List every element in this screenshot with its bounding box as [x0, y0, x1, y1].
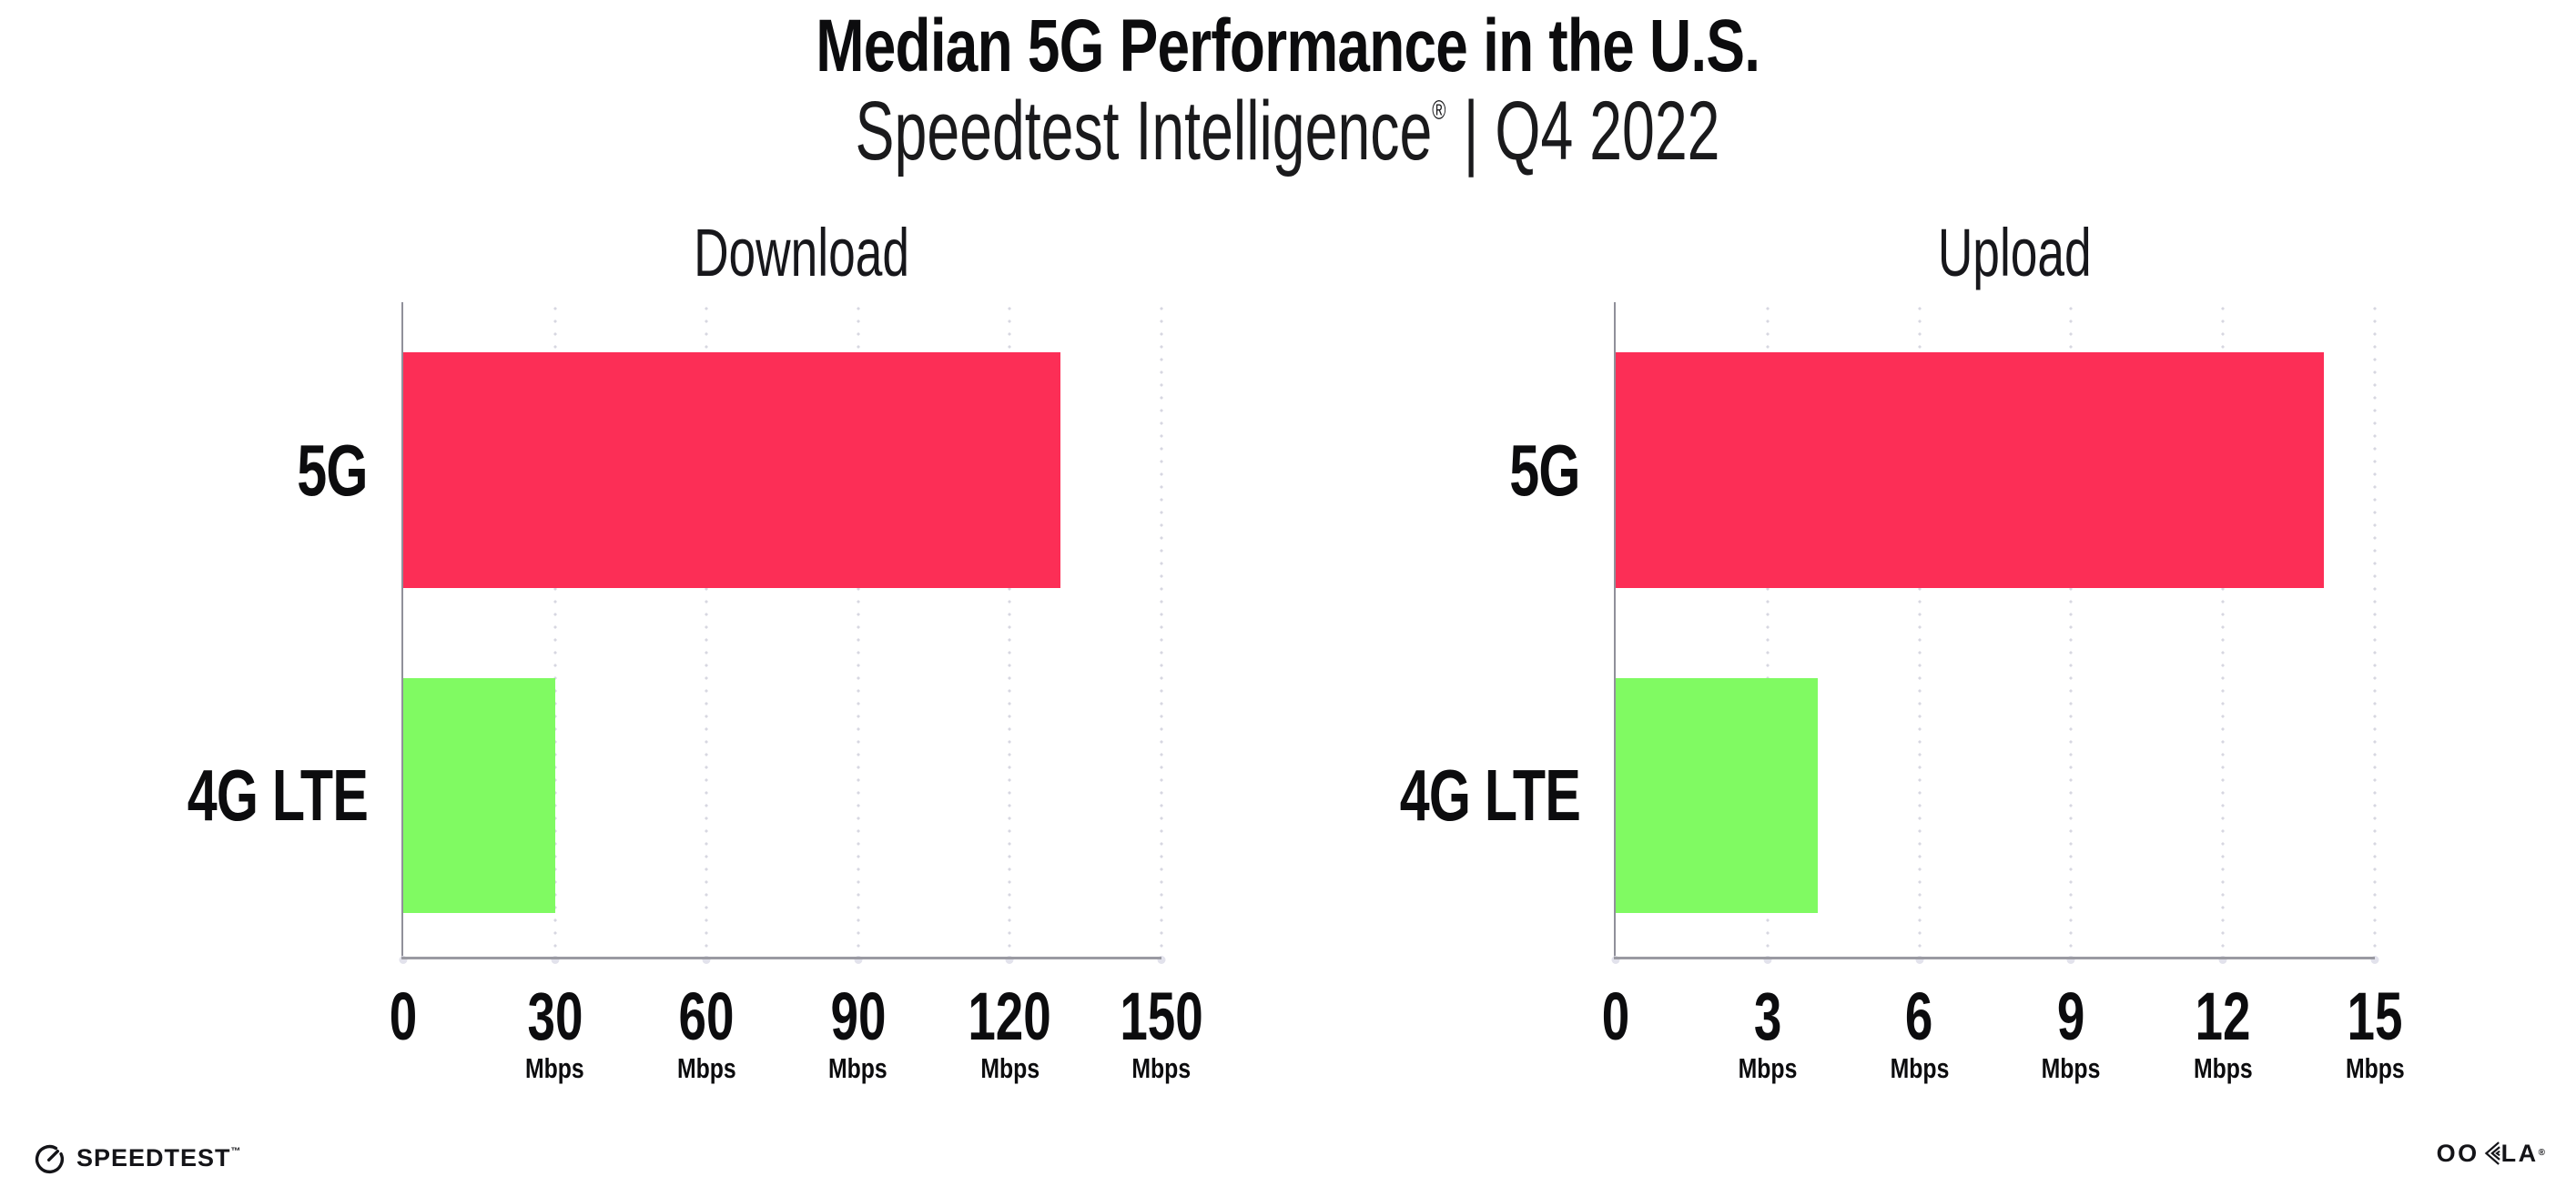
- axis-tick-dot: [1005, 956, 1014, 964]
- download-4g-lte-bar: [403, 678, 555, 913]
- upload-x-axis-ticks: 0 3 Mbps 6 Mbps 9 Mbps 12 Mbps 15 Mbps: [1602, 979, 2405, 1101]
- tick-unit: Mbps: [1890, 1052, 1949, 1084]
- tick-value: 120: [968, 979, 1052, 1054]
- gridline: [857, 302, 860, 957]
- x-tick: 12 Mbps: [2186, 979, 2260, 1084]
- tick-unit: Mbps: [676, 1052, 736, 1084]
- page-title: Median 5G Performance in the U.S.: [0, 9, 2576, 84]
- upload-chart-title-text: Upload: [1937, 215, 2092, 290]
- x-tick: 9 Mbps: [2034, 979, 2108, 1084]
- page-subtitle: Speedtest Intelligence® | Q4 2022: [0, 89, 2576, 173]
- ookla-wordmark-right: LA: [2500, 1139, 2539, 1167]
- x-tick: 3 Mbps: [1730, 979, 1804, 1084]
- tick-value: 90: [830, 979, 887, 1054]
- speedtest-gauge-icon: [35, 1144, 65, 1174]
- tick-value: 60: [678, 979, 735, 1054]
- tick-unit: Mbps: [980, 1052, 1040, 1084]
- download-4g-lte-label: 4G LTE: [187, 755, 369, 836]
- tick-value: 9: [2057, 979, 2085, 1054]
- registered-mark: ®: [1432, 95, 1446, 126]
- tick-unit: Mbps: [1738, 1052, 1798, 1084]
- download-x-axis-line: [401, 957, 1161, 959]
- download-x-axis-ticks: 0 30 Mbps 60 Mbps 90 Mbps 120 Mbps 150 M…: [390, 979, 1203, 1101]
- tick-value: 30: [527, 979, 583, 1054]
- download-plot-area: [399, 302, 1166, 964]
- x-tick: 120 Mbps: [954, 979, 1066, 1084]
- upload-plot-area: [1611, 302, 2379, 964]
- axis-tick-dot: [1611, 956, 1620, 964]
- upload-chart-title: Upload: [1634, 219, 2395, 287]
- x-tick: 0: [384, 983, 421, 1082]
- gridline: [1160, 302, 1163, 957]
- gridline: [1008, 302, 1011, 957]
- upload-5g-label: 5G: [1509, 429, 1581, 511]
- x-tick: 60 Mbps: [669, 979, 744, 1084]
- ookla-k-icon: [2484, 1141, 2500, 1165]
- page-subtitle-text: Speedtest Intelligence® | Q4 2022: [856, 89, 1720, 173]
- axis-tick-dot: [2218, 956, 2227, 964]
- axis-tick-dot: [2370, 956, 2379, 964]
- tick-unit: Mbps: [525, 1052, 584, 1084]
- ookla-wordmark-left: OO: [2436, 1139, 2480, 1167]
- gridline: [2373, 302, 2377, 957]
- x-tick: 15 Mbps: [2338, 979, 2412, 1084]
- gridline: [1766, 302, 1770, 957]
- axis-tick-dot: [1763, 956, 1772, 964]
- tick-value: 0: [389, 979, 418, 1054]
- subtitle-brand: Speedtest Intelligence: [856, 85, 1433, 178]
- upload-4g-lte-bar: [1616, 678, 1819, 913]
- axis-tick-dot: [854, 956, 863, 964]
- gridline: [2221, 302, 2225, 957]
- axis-tick-dot: [399, 956, 408, 964]
- gridline: [1918, 302, 1922, 957]
- tick-unit: Mbps: [1131, 1052, 1192, 1084]
- axis-tick-dot: [1157, 956, 1166, 964]
- x-tick: 6 Mbps: [1882, 979, 1956, 1084]
- download-chart-title: Download: [421, 219, 1182, 287]
- speedtest-logo: SPEEDTEST™: [33, 1141, 241, 1175]
- gridline: [553, 302, 557, 957]
- tick-value: 150: [1120, 979, 1203, 1054]
- tick-unit: Mbps: [2345, 1052, 2405, 1084]
- tick-unit: Mbps: [2042, 1052, 2101, 1084]
- x-tick: 30 Mbps: [517, 979, 592, 1084]
- upload-x-axis-line: [1614, 957, 2375, 959]
- upload-4g-lte-label: 4G LTE: [1399, 755, 1581, 836]
- tick-value: 0: [1601, 979, 1630, 1054]
- tick-value: 12: [2195, 979, 2251, 1054]
- tick-value: 6: [1905, 979, 1933, 1054]
- x-tick: 0: [1597, 983, 1634, 1082]
- registered-mark: ®: [2538, 1148, 2545, 1158]
- upload-5g-bar: [1616, 352, 2325, 588]
- subtitle-period: | Q4 2022: [1464, 85, 1720, 178]
- download-chart-title-text: Download: [694, 215, 909, 290]
- axis-tick-dot: [1915, 956, 1924, 964]
- tick-unit: Mbps: [2193, 1052, 2253, 1084]
- trademark-mark: ™: [230, 1146, 241, 1157]
- tick-unit: Mbps: [828, 1052, 888, 1084]
- tick-value: 15: [2347, 979, 2403, 1054]
- x-tick: 90 Mbps: [821, 979, 896, 1084]
- download-5g-bar: [403, 352, 1060, 588]
- speedtest-wordmark: SPEEDTEST™: [76, 1144, 241, 1172]
- x-tick: 150 Mbps: [1105, 979, 1217, 1084]
- page-title-text: Median 5G Performance in the U.S.: [816, 5, 1761, 87]
- download-5g-label: 5G: [297, 429, 369, 511]
- axis-tick-dot: [2066, 956, 2075, 964]
- gridline: [705, 302, 708, 957]
- ookla-logo: OO LA ®: [2437, 1141, 2545, 1166]
- tick-value: 3: [1753, 979, 1782, 1054]
- axis-tick-dot: [551, 956, 560, 964]
- axis-tick-dot: [702, 956, 711, 964]
- gridline: [2069, 302, 2073, 957]
